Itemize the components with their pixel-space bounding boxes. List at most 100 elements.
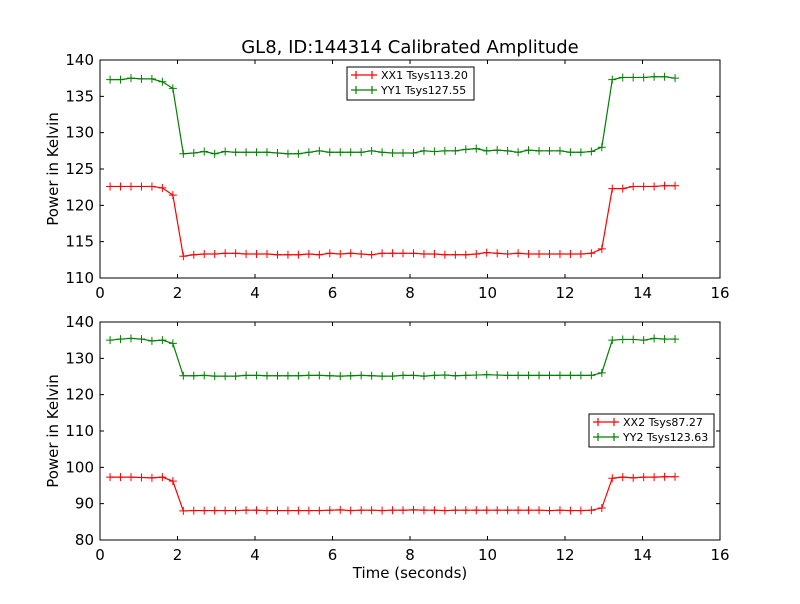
bottom-legend: XX2 Tsys87.27 YY2 Tsys123.63 <box>588 413 715 448</box>
bottom-series-0-point <box>587 506 596 515</box>
bottom-series-0-point <box>179 506 188 515</box>
top-series-1-point <box>200 147 209 156</box>
top-series-0-point <box>629 182 638 191</box>
bottom-series-1-point <box>566 371 575 380</box>
top-series-0-point <box>158 183 167 192</box>
top-legend: XX1 Tsys113.20 YY1 Tsys127.55 <box>346 66 475 101</box>
bottom-series-1-point <box>231 372 240 381</box>
bottom-y-tick-label: 80 <box>75 531 94 549</box>
bottom-series-0-point <box>451 506 460 515</box>
bottom-series-0-point <box>472 506 481 515</box>
bottom-series-1-point <box>660 335 669 344</box>
bottom-series-1-point <box>535 371 544 380</box>
bottom-series-1-point <box>555 371 564 380</box>
bottom-series-1-point <box>461 371 470 380</box>
bottom-series-0-point <box>325 506 334 515</box>
top-series-0-point <box>147 182 156 191</box>
bottom-series-0-point <box>116 473 125 482</box>
bottom-series-0-point <box>346 506 355 515</box>
top-y-tick-label: 125 <box>65 160 94 178</box>
top-series-1-point <box>263 148 272 157</box>
bottom-series-1-point <box>440 371 449 380</box>
top-series-1-point <box>482 146 491 155</box>
bottom-series-1-point <box>200 371 209 380</box>
top-series-1-point <box>587 147 596 156</box>
bottom-series-0-point <box>608 474 617 483</box>
bottom-series-1-point <box>315 371 324 380</box>
bottom-series-0-point <box>378 506 387 515</box>
top-series-1-point <box>346 148 355 157</box>
bottom-series-0-point <box>158 473 167 482</box>
top-series-1-point <box>650 72 659 81</box>
bottom-series-0-point <box>189 506 198 515</box>
top-series-0-point <box>189 250 198 259</box>
bottom-series-1-point <box>608 336 617 345</box>
bottom-series-0-point <box>263 506 272 515</box>
top-series-0-point <box>566 250 575 259</box>
top-series-0-point <box>378 249 387 258</box>
chart-title: GL8, ID:144314 Calibrated Amplitude <box>241 37 579 58</box>
top-series-0-point <box>367 250 376 259</box>
bottom-series-1-point <box>451 371 460 380</box>
top-x-tick-label: 16 <box>710 284 729 302</box>
top-legend-box <box>346 66 475 101</box>
bottom-series-0-point <box>137 473 146 482</box>
top-series-1-point <box>304 148 313 157</box>
bottom-series-1-point <box>242 371 251 380</box>
top-series-1-point <box>660 72 669 81</box>
top-series-1-point <box>210 149 219 158</box>
top-series-1-point <box>127 74 135 83</box>
bottom-series-1-point <box>430 371 439 380</box>
top-series-1-point <box>440 146 449 155</box>
bottom-series-0-point <box>650 473 659 482</box>
bottom-x-tick-label: 12 <box>555 546 574 564</box>
bottom-legend-label: XX2 Tsys87.27 <box>623 416 703 429</box>
top-series-1-point <box>639 73 648 82</box>
bottom-x-tick-label: 16 <box>710 546 729 564</box>
top-legend-label: YY1 Tsys127.55 <box>380 84 466 97</box>
top-series-1-point <box>608 75 617 84</box>
top-series-1-point <box>671 74 680 83</box>
bottom-series-1-point <box>367 371 376 380</box>
top-series-1-point <box>252 148 261 157</box>
top-series-1-point <box>388 149 397 158</box>
top-series-1-point <box>535 146 544 155</box>
top-series-1-point <box>524 146 533 155</box>
bottom-series-1-point <box>671 335 680 344</box>
bottom-series-0-point <box>555 506 564 515</box>
top-series-0-point <box>263 250 272 259</box>
top-series-1-point <box>419 146 428 155</box>
bottom-series-1-point <box>472 371 481 380</box>
bottom-series-0-point <box>545 506 554 515</box>
bottom-series-1-point <box>639 336 648 345</box>
top-series-1-point <box>367 146 376 155</box>
bottom-series-1-point <box>514 371 523 380</box>
top-series-1-point <box>597 143 606 152</box>
top-legend-swatch <box>351 86 377 94</box>
bottom-legend-swatch <box>593 433 619 441</box>
top-series-0-point <box>555 250 564 259</box>
top-series-0-point <box>440 250 449 259</box>
top-series-1-point <box>116 75 125 84</box>
bottom-series-1-point <box>618 335 627 344</box>
top-x-tick-label: 4 <box>250 284 260 302</box>
bottom-series-0-point <box>671 472 680 481</box>
top-series-0-point <box>127 182 135 191</box>
top-series-1-point <box>472 144 481 153</box>
bottom-series-0-point <box>388 506 397 515</box>
bottom-series-0-point <box>660 472 669 481</box>
top-series-1-point <box>283 149 292 158</box>
bottom-series-0-point <box>399 506 408 515</box>
top-series-0-point <box>587 249 596 258</box>
bottom-x-tick-label: 2 <box>173 546 183 564</box>
bottom-series-1-point <box>493 371 502 380</box>
bottom-x-tick-label: 14 <box>633 546 652 564</box>
bottom-series-0-point <box>535 506 544 515</box>
top-series-1-point <box>555 146 564 155</box>
bottom-series-1-point <box>524 371 533 380</box>
bottom-series-1-point <box>210 372 219 381</box>
top-series-1-point <box>409 149 418 158</box>
top-series-0-point <box>294 250 303 259</box>
top-series-1-point <box>325 148 334 157</box>
top-series-0-point <box>514 249 523 258</box>
